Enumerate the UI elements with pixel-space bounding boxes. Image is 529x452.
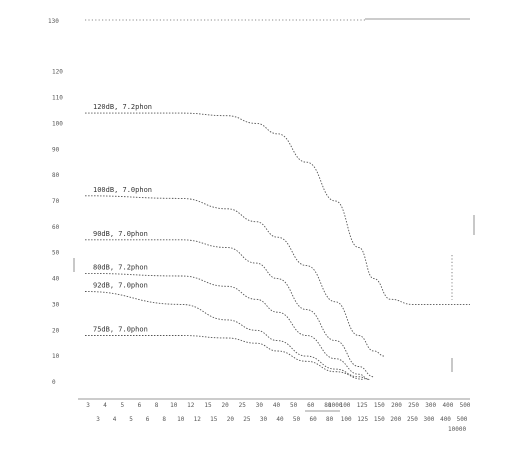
y-tick-label-2: 20 bbox=[52, 327, 60, 334]
x-tick-label-r0-7: 15 bbox=[204, 402, 212, 409]
x-tick-label-r0-16: 125 bbox=[357, 402, 368, 409]
y-tick-label-8: 80 bbox=[52, 172, 60, 179]
x-tick-label-r0-20: 300 bbox=[425, 402, 436, 409]
curve-0 bbox=[85, 112, 470, 305]
y-tick-label-10: 100 bbox=[52, 120, 63, 127]
x-tick-label-r1-6: 12 bbox=[194, 416, 202, 423]
x-tick-label-r0-5: 10 bbox=[170, 402, 178, 409]
x-tick-label-r1-5: 10 bbox=[177, 416, 185, 423]
x-tick-label-r1-19: 250 bbox=[407, 416, 418, 423]
x-tick-label-r1-16: 125 bbox=[357, 416, 368, 423]
x-tick-label-r1-20: 300 bbox=[423, 416, 434, 423]
y-tick-label-1: 10 bbox=[52, 353, 60, 360]
x-tick-label-r0-6: 12 bbox=[187, 402, 195, 409]
x-tick-label-r1-15: 100 bbox=[341, 416, 352, 423]
x-tick-label-r1-11: 40 bbox=[276, 416, 284, 423]
x-tick-label-r1-21: 400 bbox=[440, 416, 451, 423]
x-tick-label-r1-10: 30 bbox=[260, 416, 268, 423]
x-tick-label-r0-9: 25 bbox=[239, 402, 247, 409]
y-tick-label-3: 30 bbox=[52, 301, 60, 308]
y-tick-label-5: 50 bbox=[52, 250, 60, 257]
x-tick-label-r1-9: 25 bbox=[243, 416, 251, 423]
x-tick-label-r1-7: 15 bbox=[210, 416, 218, 423]
x-axis-ticks: 3 4 5 6 8 10 12 15 20 25 30 40 50 60 80 100 125 150 200 250… bbox=[86, 402, 471, 423]
x-tick-label-r0-19: 250 bbox=[408, 402, 419, 409]
y-tick-label-7: 70 bbox=[52, 198, 60, 205]
annotation-1000: 1000 bbox=[328, 402, 343, 409]
x-tick-label-r1-12: 50 bbox=[293, 416, 301, 423]
x-tick-label-r1-18: 200 bbox=[390, 416, 401, 423]
x-tick-label-r0-14: 80 bbox=[324, 402, 332, 409]
x-tick-label-r0-4: 8 bbox=[155, 402, 159, 409]
x-tick-label-r0-12: 50 bbox=[290, 402, 298, 409]
y-tick-label-9: 90 bbox=[52, 146, 60, 153]
x-tick-label-r1-3: 6 bbox=[146, 416, 150, 423]
curve-2 bbox=[85, 239, 374, 378]
x-tick-label-r0-0: 3 bbox=[86, 402, 90, 409]
x-tick-label-r1-17: 150 bbox=[374, 416, 385, 423]
x-tick-label-r0-21: 400 bbox=[442, 402, 453, 409]
curve-1 bbox=[84, 195, 385, 357]
y-tick-label-6: 60 bbox=[52, 224, 60, 231]
y-tick-label-4: 40 bbox=[52, 276, 60, 283]
top-label: 130 bbox=[48, 18, 59, 25]
x-tick-label-r1-14: 80 bbox=[326, 416, 334, 423]
curve-label-1: 100dB, 7.0phon bbox=[93, 186, 152, 194]
curve-label-3: 80dB, 7.2phon bbox=[93, 263, 148, 271]
x-tick-label-r1-4: 8 bbox=[162, 416, 166, 423]
curve-label-4: 92dB, 7.0phon bbox=[93, 282, 148, 290]
x-tick-label-r0-17: 150 bbox=[374, 402, 385, 409]
x-tick-label-r0-3: 6 bbox=[138, 402, 142, 409]
x-tick-label-r1-13: 60 bbox=[309, 416, 317, 423]
curve-labels: 120dB, 7.2phon 100dB, 7.0phon 90dB, 7.0pho… bbox=[93, 103, 152, 333]
x-tick-label-r1-2: 5 bbox=[129, 416, 133, 423]
x-tick-label-r1-1: 4 bbox=[113, 416, 117, 423]
x-tick-label-r0-22: 500 bbox=[460, 402, 471, 409]
right-edge-markers bbox=[73, 215, 475, 372]
annotation-10000: 10000 bbox=[448, 426, 466, 433]
x-tick-label-r0-1: 4 bbox=[103, 402, 107, 409]
curve-label-5: 75dB, 7.0phon bbox=[93, 325, 148, 333]
y-tick-label-11: 110 bbox=[52, 95, 63, 102]
x-tick-label-r0-13: 60 bbox=[307, 402, 315, 409]
x-tick-label-r0-15: 100 bbox=[340, 402, 351, 409]
curve-label-0: 120dB, 7.2phon bbox=[93, 103, 152, 111]
curve-label-2: 90dB, 7.0phon bbox=[93, 230, 148, 238]
x-axis bbox=[78, 398, 470, 412]
x-tick-label-r1-22: 500 bbox=[457, 416, 468, 423]
curve-3 bbox=[84, 272, 370, 380]
x-tick-label-r0-8: 20 bbox=[221, 402, 229, 409]
y-tick-label-12: 120 bbox=[52, 69, 63, 76]
y-tick-label-0: 0 bbox=[52, 379, 56, 386]
x-tick-label-r1-8: 20 bbox=[227, 416, 235, 423]
x-tick-label-r0-11: 40 bbox=[273, 402, 281, 409]
x-tick-label-r0-10: 30 bbox=[256, 402, 264, 409]
y-axis-ticks: 0 10 20 30 40 50 60 70 80 90 100 110 120 bbox=[52, 69, 63, 386]
x-tick-label-r0-2: 5 bbox=[120, 402, 124, 409]
x-tick-label-r1-0: 3 bbox=[96, 416, 100, 423]
x-tick-label-r0-18: 200 bbox=[391, 402, 402, 409]
curve-5 bbox=[85, 335, 365, 380]
curves bbox=[84, 112, 470, 380]
